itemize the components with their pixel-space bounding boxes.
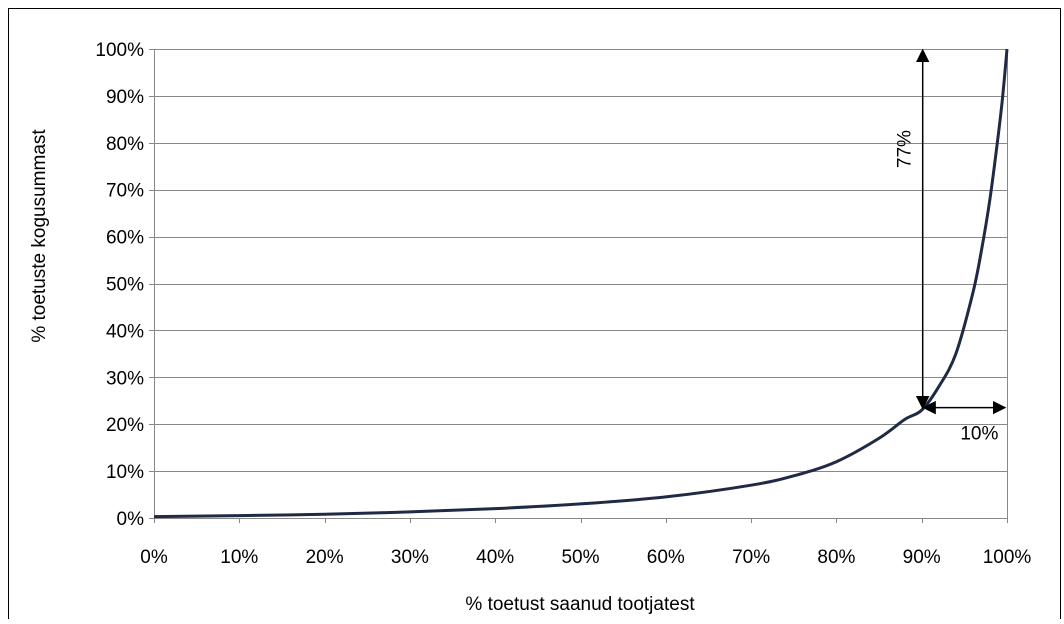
x-tick-label: 40%	[476, 547, 514, 568]
x-tick-label: 20%	[306, 547, 344, 568]
x-tick-label: 60%	[647, 547, 685, 568]
x-axis-title: % toetust saanud tootjatest	[465, 594, 695, 615]
x-tick-label: 90%	[903, 547, 941, 568]
annotation-label-horizontal: 10%	[960, 424, 998, 445]
y-tick-label: 60%	[106, 228, 144, 249]
y-tick-label: 20%	[106, 415, 144, 436]
y-tick-label: 30%	[106, 368, 144, 389]
series-group	[153, 48, 1009, 519]
x-axis: 0% 10% 20% 30% 40% 50% 60% 70% 80% 90% 100%	[140, 518, 1031, 568]
x-tick-label: 80%	[817, 547, 855, 568]
y-tick-label: 10%	[106, 462, 144, 483]
x-tick-label: 70%	[732, 547, 770, 568]
x-tick-label: 0%	[140, 547, 168, 568]
y-axis-title: % toetuste kogusummast	[29, 129, 50, 343]
y-tick-label: 0%	[117, 509, 145, 530]
x-tick-label: 10%	[220, 547, 258, 568]
y-tick-label: 90%	[106, 87, 144, 108]
y-tick-label: 80%	[106, 134, 144, 155]
x-tick-label: 100%	[983, 547, 1032, 568]
series-line	[153, 48, 1009, 519]
y-tick-label: 40%	[106, 321, 144, 342]
chart-border	[8, 8, 1061, 624]
y-axis: 0% 10% 20% 30% 40% 50% 60% 70% 80% 90% 100%	[95, 40, 154, 530]
y-tick-label: 100%	[95, 40, 144, 61]
gridlines	[154, 49, 1007, 519]
x-tick-label: 30%	[391, 547, 429, 568]
y-tick-label: 50%	[106, 275, 144, 296]
x-tick-label: 50%	[561, 547, 599, 568]
annotations: 77% 10%	[895, 48, 1007, 445]
annotation-label-vertical: 77%	[895, 130, 916, 168]
y-tick-label: 70%	[106, 181, 144, 202]
